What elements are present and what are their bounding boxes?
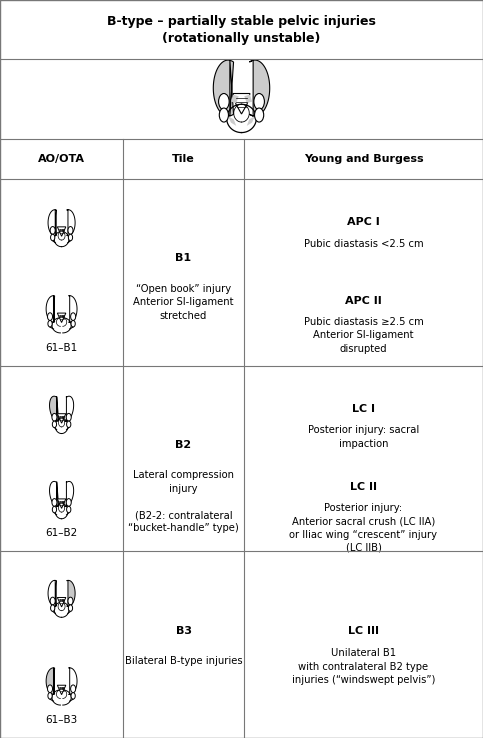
Text: B-type – partially stable pelvic injuries
(rotationally unstable): B-type – partially stable pelvic injurie… xyxy=(107,15,376,44)
Circle shape xyxy=(71,685,76,692)
Polygon shape xyxy=(46,668,55,694)
Polygon shape xyxy=(65,481,73,506)
Polygon shape xyxy=(57,499,66,508)
Circle shape xyxy=(52,499,57,506)
Circle shape xyxy=(254,94,264,110)
Circle shape xyxy=(68,227,73,234)
Text: 61–B1: 61–B1 xyxy=(45,342,78,353)
Text: Pubic diastasis ≥2.5 cm
Anterior SI-ligament
disrupted: Pubic diastasis ≥2.5 cm Anterior SI-liga… xyxy=(304,317,423,354)
Circle shape xyxy=(50,227,55,234)
Polygon shape xyxy=(228,116,236,125)
Circle shape xyxy=(48,320,52,327)
Circle shape xyxy=(67,421,71,427)
Polygon shape xyxy=(48,580,57,607)
Text: Lateral compression
injury

(B2-2: contralateral
“bucket-handle” type): Lateral compression injury (B2-2: contra… xyxy=(128,471,239,534)
Text: LC I: LC I xyxy=(352,404,375,414)
Polygon shape xyxy=(69,296,77,323)
Circle shape xyxy=(68,597,73,605)
Circle shape xyxy=(255,108,264,122)
Text: B1: B1 xyxy=(175,253,192,263)
Circle shape xyxy=(47,313,53,320)
Text: LC III: LC III xyxy=(348,626,379,635)
Circle shape xyxy=(69,234,72,241)
Polygon shape xyxy=(50,481,58,506)
Circle shape xyxy=(47,685,53,692)
Text: LC II: LC II xyxy=(350,482,377,492)
Circle shape xyxy=(71,692,75,699)
Text: Tile: Tile xyxy=(172,154,195,164)
Polygon shape xyxy=(48,210,57,235)
Circle shape xyxy=(48,692,52,699)
Text: Posterior injury: sacral
impaction: Posterior injury: sacral impaction xyxy=(308,425,419,449)
Circle shape xyxy=(52,413,57,421)
Polygon shape xyxy=(213,60,234,116)
Circle shape xyxy=(219,108,228,122)
Polygon shape xyxy=(233,94,250,114)
Text: Young and Burgess: Young and Burgess xyxy=(304,154,423,164)
Circle shape xyxy=(69,605,72,611)
Polygon shape xyxy=(67,580,75,607)
Polygon shape xyxy=(249,60,270,116)
Polygon shape xyxy=(69,668,77,694)
Polygon shape xyxy=(231,94,239,103)
Polygon shape xyxy=(57,414,66,423)
Polygon shape xyxy=(57,227,66,236)
Polygon shape xyxy=(46,296,55,323)
Text: Bilateral B-type injuries: Bilateral B-type injuries xyxy=(125,657,242,666)
Text: 61–B2: 61–B2 xyxy=(45,528,78,538)
Polygon shape xyxy=(50,396,58,421)
Polygon shape xyxy=(65,396,73,421)
Polygon shape xyxy=(57,685,66,694)
Text: APC I: APC I xyxy=(347,218,380,227)
Circle shape xyxy=(52,506,57,513)
Circle shape xyxy=(71,313,76,320)
Text: Posterior injury:
Anterior sacral crush (LC IIA)
or Iliac wing “crescent” injury: Posterior injury: Anterior sacral crush … xyxy=(289,503,438,553)
Circle shape xyxy=(66,499,71,506)
Circle shape xyxy=(50,597,55,605)
Circle shape xyxy=(71,320,75,327)
Circle shape xyxy=(219,94,229,110)
Text: “Open book” injury
Anterior SI-ligament
stretched: “Open book” injury Anterior SI-ligament … xyxy=(133,284,234,320)
Polygon shape xyxy=(67,210,75,235)
Text: Pubic diastasis <2.5 cm: Pubic diastasis <2.5 cm xyxy=(304,238,423,249)
Circle shape xyxy=(51,234,55,241)
Text: B3: B3 xyxy=(175,626,192,635)
Circle shape xyxy=(51,605,55,611)
Circle shape xyxy=(52,421,57,427)
Text: B2: B2 xyxy=(175,440,192,449)
Text: AO/OTA: AO/OTA xyxy=(38,154,85,164)
Polygon shape xyxy=(57,598,66,607)
Polygon shape xyxy=(57,313,66,323)
Polygon shape xyxy=(247,116,255,125)
Polygon shape xyxy=(244,94,252,103)
Circle shape xyxy=(67,506,71,513)
Text: Unilateral B1
with contralateral B2 type
injuries (“windswept pelvis”): Unilateral B1 with contralateral B2 type… xyxy=(292,649,435,685)
Text: APC II: APC II xyxy=(345,296,382,306)
Circle shape xyxy=(66,413,71,421)
Text: 61–B3: 61–B3 xyxy=(45,714,78,725)
